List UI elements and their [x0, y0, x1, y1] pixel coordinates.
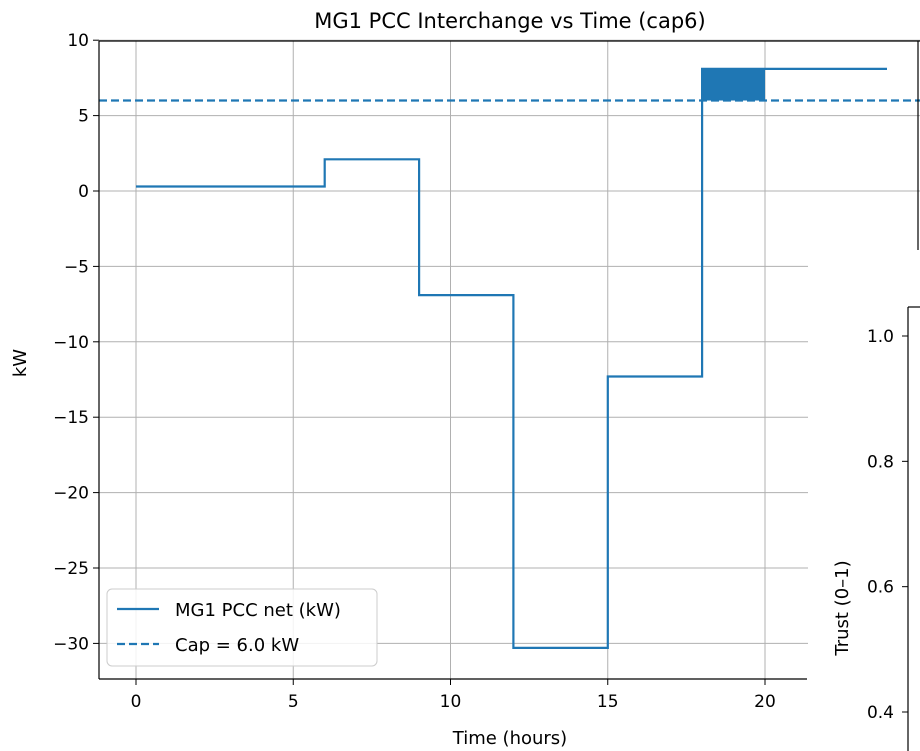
y-tick-label: 0: [78, 182, 89, 202]
main-axis-ticks: 0 5 10 15 20 10 5 0 −5 −10 −15 −20 −25 −30: [53, 31, 776, 712]
y-tick-label: −10: [53, 333, 89, 353]
x-tick-label: 15: [597, 692, 619, 712]
chart-title: MG1 PCC Interchange vs Time (cap6): [314, 9, 705, 33]
trust-y-tick-label: 1.0: [867, 327, 894, 347]
y-tick-label: −30: [53, 634, 89, 654]
y-tick-label: 5: [78, 107, 89, 127]
y-tick-label: −20: [53, 484, 89, 504]
trust-panel-background: [808, 250, 920, 751]
legend-label-cap: Cap = 6.0 kW: [175, 635, 299, 656]
x-tick-label: 0: [131, 692, 142, 712]
gridlines: [99, 39, 920, 679]
x-tick-label: 10: [440, 692, 462, 712]
trust-panel: 1.0 0.8 0.6 0.4 Trust (0–1): [808, 250, 920, 751]
y-tick-label: −25: [53, 559, 89, 579]
legend-label-pcc-net: MG1 PCC net (kW): [175, 600, 341, 621]
x-tick-label: 20: [754, 692, 776, 712]
y-tick-label: 10: [67, 31, 89, 51]
trust-y-tick-label: 0.4: [867, 703, 894, 723]
trust-y-tick-label: 0.6: [867, 578, 894, 598]
x-axis-label: Time (hours): [452, 728, 567, 749]
cap-exceedance-fill: [702, 68, 765, 101]
pcc-net-series-line: [136, 67, 887, 649]
trust-axis-ticks: 1.0 0.8 0.6 0.4: [867, 327, 908, 723]
trust-y-tick-label: 0.8: [867, 452, 894, 472]
y-tick-label: −5: [64, 257, 89, 277]
x-tick-label: 5: [288, 692, 299, 712]
legend: MG1 PCC net (kW) Cap = 6.0 kW: [106, 588, 378, 667]
trust-y-axis-label: Trust (0–1): [832, 560, 853, 656]
y-axis-label: kW: [10, 349, 31, 377]
legend-box: [106, 588, 378, 667]
y-tick-label: −15: [53, 408, 89, 428]
